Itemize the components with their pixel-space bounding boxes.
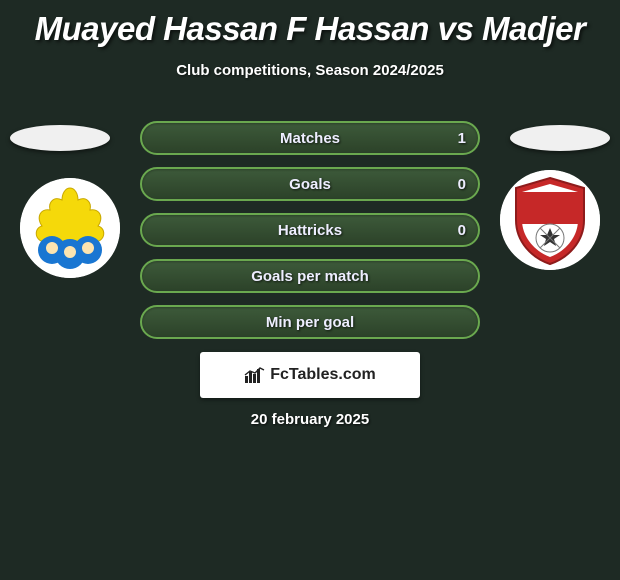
stat-row-hattricks: Hattricks 0 <box>140 213 480 247</box>
date-text: 20 february 2025 <box>0 411 620 428</box>
player-flag-left <box>10 125 110 151</box>
team-crest-right-icon <box>500 170 600 270</box>
stat-label: Min per goal <box>266 314 354 331</box>
stat-right-value: 1 <box>458 130 466 147</box>
stats-panel: Matches 1 Goals 0 Hattricks 0 Goals per … <box>140 121 480 351</box>
bar-chart-icon <box>244 366 266 384</box>
stat-row-min-per-goal: Min per goal <box>140 305 480 339</box>
stat-label: Goals per match <box>251 268 369 285</box>
stat-label: Goals <box>289 176 331 193</box>
stat-label: Matches <box>280 130 340 147</box>
team-logo-left <box>20 178 120 278</box>
page-subtitle: Club competitions, Season 2024/2025 <box>0 62 620 79</box>
stat-row-goals-per-match: Goals per match <box>140 259 480 293</box>
page-title: Muayed Hassan F Hassan vs Madjer <box>0 0 620 48</box>
stat-row-goals: Goals 0 <box>140 167 480 201</box>
stat-label: Hattricks <box>278 222 342 239</box>
credit-text: FcTables.com <box>244 366 376 384</box>
stat-right-value: 0 <box>458 222 466 239</box>
stat-row-matches: Matches 1 <box>140 121 480 155</box>
player-flag-right <box>510 125 610 151</box>
team-crest-left-icon <box>20 178 120 278</box>
team-logo-right <box>500 170 600 270</box>
stat-right-value: 0 <box>458 176 466 193</box>
credit-watermark: FcTables.com <box>200 352 420 398</box>
credit-label: FcTables.com <box>270 366 376 384</box>
